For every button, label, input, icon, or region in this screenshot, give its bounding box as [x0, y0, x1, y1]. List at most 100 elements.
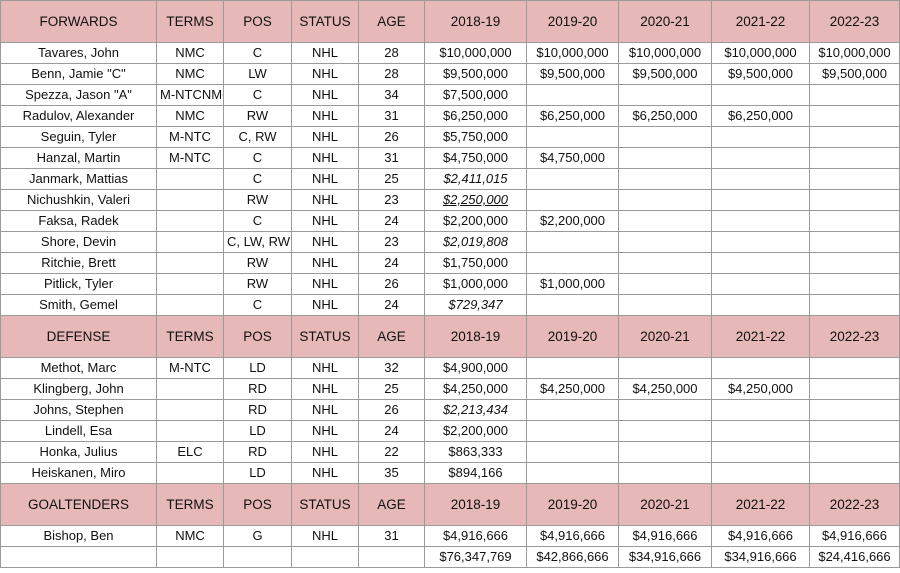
salary-cell [618, 147, 712, 169]
salary-cell [526, 462, 619, 484]
terms-cell: NMC [156, 105, 224, 127]
salary-cell [711, 273, 810, 295]
terms-cell [156, 210, 224, 232]
salary-cell: $4,750,000 [526, 147, 619, 169]
age-cell: 31 [358, 525, 425, 547]
position-cell: RW [223, 189, 292, 211]
salary-cell [711, 294, 810, 316]
terms-cell [156, 399, 224, 421]
player-row: Methot, Marc M-NTC LD NHL 32 $4,900,000 [0, 357, 900, 379]
salary-cell [711, 126, 810, 148]
salary-cell [711, 357, 810, 379]
position-cell: RW [223, 273, 292, 295]
position-cell: LD [223, 462, 292, 484]
player-row: Klingberg, John RD NHL 25 $4,250,000 $4,250,0… [0, 378, 900, 400]
salary-cell: $2,200,000 [424, 210, 527, 232]
section-header-row: DEFENSE TERMS POS STATUS AGE 2018-19 2019-20 20… [0, 315, 900, 358]
salary-cell: $9,500,000 [618, 63, 712, 85]
player-name: Lindell, Esa [0, 420, 157, 442]
salary-cell [809, 189, 900, 211]
player-name: Heiskanen, Miro [0, 462, 157, 484]
column-header: 2022-23 [809, 483, 900, 526]
player-row: Radulov, Alexander NMC RW NHL 31 $6,250,000 $6… [0, 105, 900, 127]
total-cell: $24,416,666 [809, 546, 900, 568]
position-cell: LD [223, 420, 292, 442]
salary-cell: $6,250,000 [711, 105, 810, 127]
section-title: FORWARDS [0, 0, 157, 43]
column-header: STATUS [291, 483, 359, 526]
position-cell: C [223, 84, 292, 106]
salary-cell: $6,250,000 [526, 105, 619, 127]
column-header: STATUS [291, 0, 359, 43]
age-cell: 25 [358, 168, 425, 190]
salary-cell: $2,200,000 [424, 420, 527, 442]
section-title: GOALTENDERS [0, 483, 157, 526]
position-cell: RD [223, 441, 292, 463]
salary-cell: $4,250,000 [711, 378, 810, 400]
section-header-row: FORWARDS TERMS POS STATUS AGE 2018-19 2019-20 2… [0, 0, 900, 43]
salary-cell [809, 294, 900, 316]
player-name: Seguin, Tyler [0, 126, 157, 148]
position-cell: C [223, 42, 292, 64]
column-header: TERMS [156, 315, 224, 358]
salary-cell [618, 168, 712, 190]
salary-cell: $2,019,808 [424, 231, 527, 253]
position-cell: RD [223, 399, 292, 421]
player-name: Faksa, Radek [0, 210, 157, 232]
salary-cell: $10,000,000 [526, 42, 619, 64]
salary-cell: $4,916,666 [618, 525, 712, 547]
salary-cell [526, 189, 619, 211]
salary-cell [711, 189, 810, 211]
status-cell: NHL [291, 357, 359, 379]
player-name: Nichushkin, Valeri [0, 189, 157, 211]
player-row: Tavares, John NMC C NHL 28 $10,000,000 $10,000… [0, 42, 900, 64]
salary-cell: $10,000,000 [809, 42, 900, 64]
section-header-row: GOALTENDERS TERMS POS STATUS AGE 2018-19 2019-… [0, 483, 900, 526]
salary-cell [809, 126, 900, 148]
terms-cell: M-NTC [156, 147, 224, 169]
empty-cell [223, 546, 292, 568]
column-header: 2020-21 [618, 483, 712, 526]
salary-cell: $9,500,000 [711, 63, 810, 85]
column-header: 2019-20 [526, 315, 619, 358]
salary-cell: $4,250,000 [424, 378, 527, 400]
salary-cell: $4,900,000 [424, 357, 527, 379]
status-cell: NHL [291, 294, 359, 316]
empty-cell [358, 546, 425, 568]
player-name: Smith, Gemel [0, 294, 157, 316]
salary-cell [809, 231, 900, 253]
column-header: POS [223, 483, 292, 526]
player-row: Lindell, Esa LD NHL 24 $2,200,000 [0, 420, 900, 442]
status-cell: NHL [291, 126, 359, 148]
position-cell: LW [223, 63, 292, 85]
terms-cell: NMC [156, 63, 224, 85]
terms-cell [156, 168, 224, 190]
position-cell: C [223, 294, 292, 316]
player-name: Methot, Marc [0, 357, 157, 379]
terms-cell: ELC [156, 441, 224, 463]
column-header: 2020-21 [618, 0, 712, 43]
age-cell: 26 [358, 126, 425, 148]
column-header: AGE [358, 315, 425, 358]
salary-cell: $4,916,666 [711, 525, 810, 547]
terms-cell [156, 462, 224, 484]
salary-cell [809, 252, 900, 274]
terms-cell [156, 378, 224, 400]
age-cell: 26 [358, 399, 425, 421]
salary-cell [618, 231, 712, 253]
player-row: Spezza, Jason "A"M-NTCNMCCNHL34$7,500,00… [0, 84, 900, 106]
status-cell: NHL [291, 63, 359, 85]
player-row: Johns, Stephen RD NHL 26 $2,213,434 [0, 399, 900, 421]
player-row: Faksa, Radek C NHL 24 $2,200,000 $2,200,000 [0, 210, 900, 232]
age-cell: 24 [358, 420, 425, 442]
column-header: TERMS [156, 0, 224, 43]
salary-cell [809, 273, 900, 295]
player-name: Shore, Devin [0, 231, 157, 253]
player-name: Honka, Julius [0, 441, 157, 463]
status-cell: NHL [291, 399, 359, 421]
salary-cell: $6,250,000 [424, 105, 527, 127]
salary-cell [711, 420, 810, 442]
salary-cell: $9,500,000 [526, 63, 619, 85]
column-header: 2018-19 [424, 483, 527, 526]
player-row: Janmark, Mattias C NHL 25 $2,411,015 [0, 168, 900, 190]
